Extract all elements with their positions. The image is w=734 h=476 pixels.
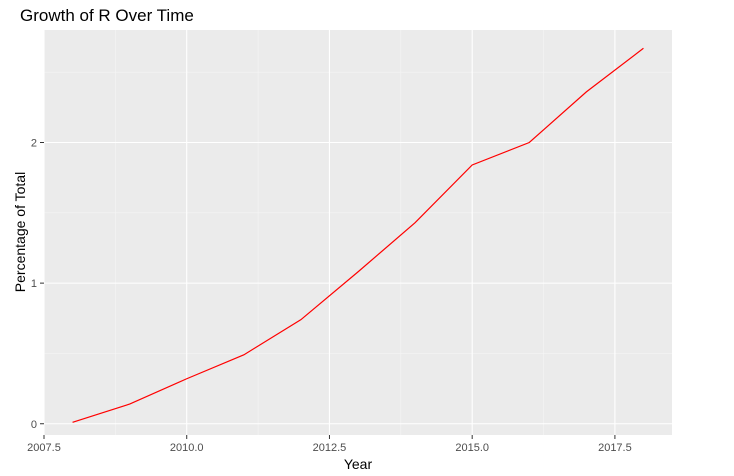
x-tick-label: 2017.5 <box>598 442 632 454</box>
x-axis-title: Year <box>344 456 373 472</box>
y-axis: 0 1 2 <box>31 138 44 431</box>
y-tick-label: 2 <box>31 138 37 150</box>
chart-title: Growth of R Over Time <box>20 6 194 25</box>
x-tick-label: 2015.0 <box>455 442 489 454</box>
plot-panel <box>44 30 672 435</box>
y-axis-title: Percentage of Total <box>12 172 28 292</box>
grid-lines <box>43 30 672 435</box>
x-tick-label: 2007.5 <box>27 442 61 454</box>
x-axis: 2007.5 2010.0 2012.5 2015.0 2017.5 <box>27 435 632 454</box>
x-tick-label: 2012.5 <box>313 442 347 454</box>
series-line <box>72 47 644 423</box>
y-tick-label: 1 <box>31 278 37 290</box>
y-tick-label: 0 <box>31 419 37 431</box>
x-tick-label: 2010.0 <box>170 442 204 454</box>
